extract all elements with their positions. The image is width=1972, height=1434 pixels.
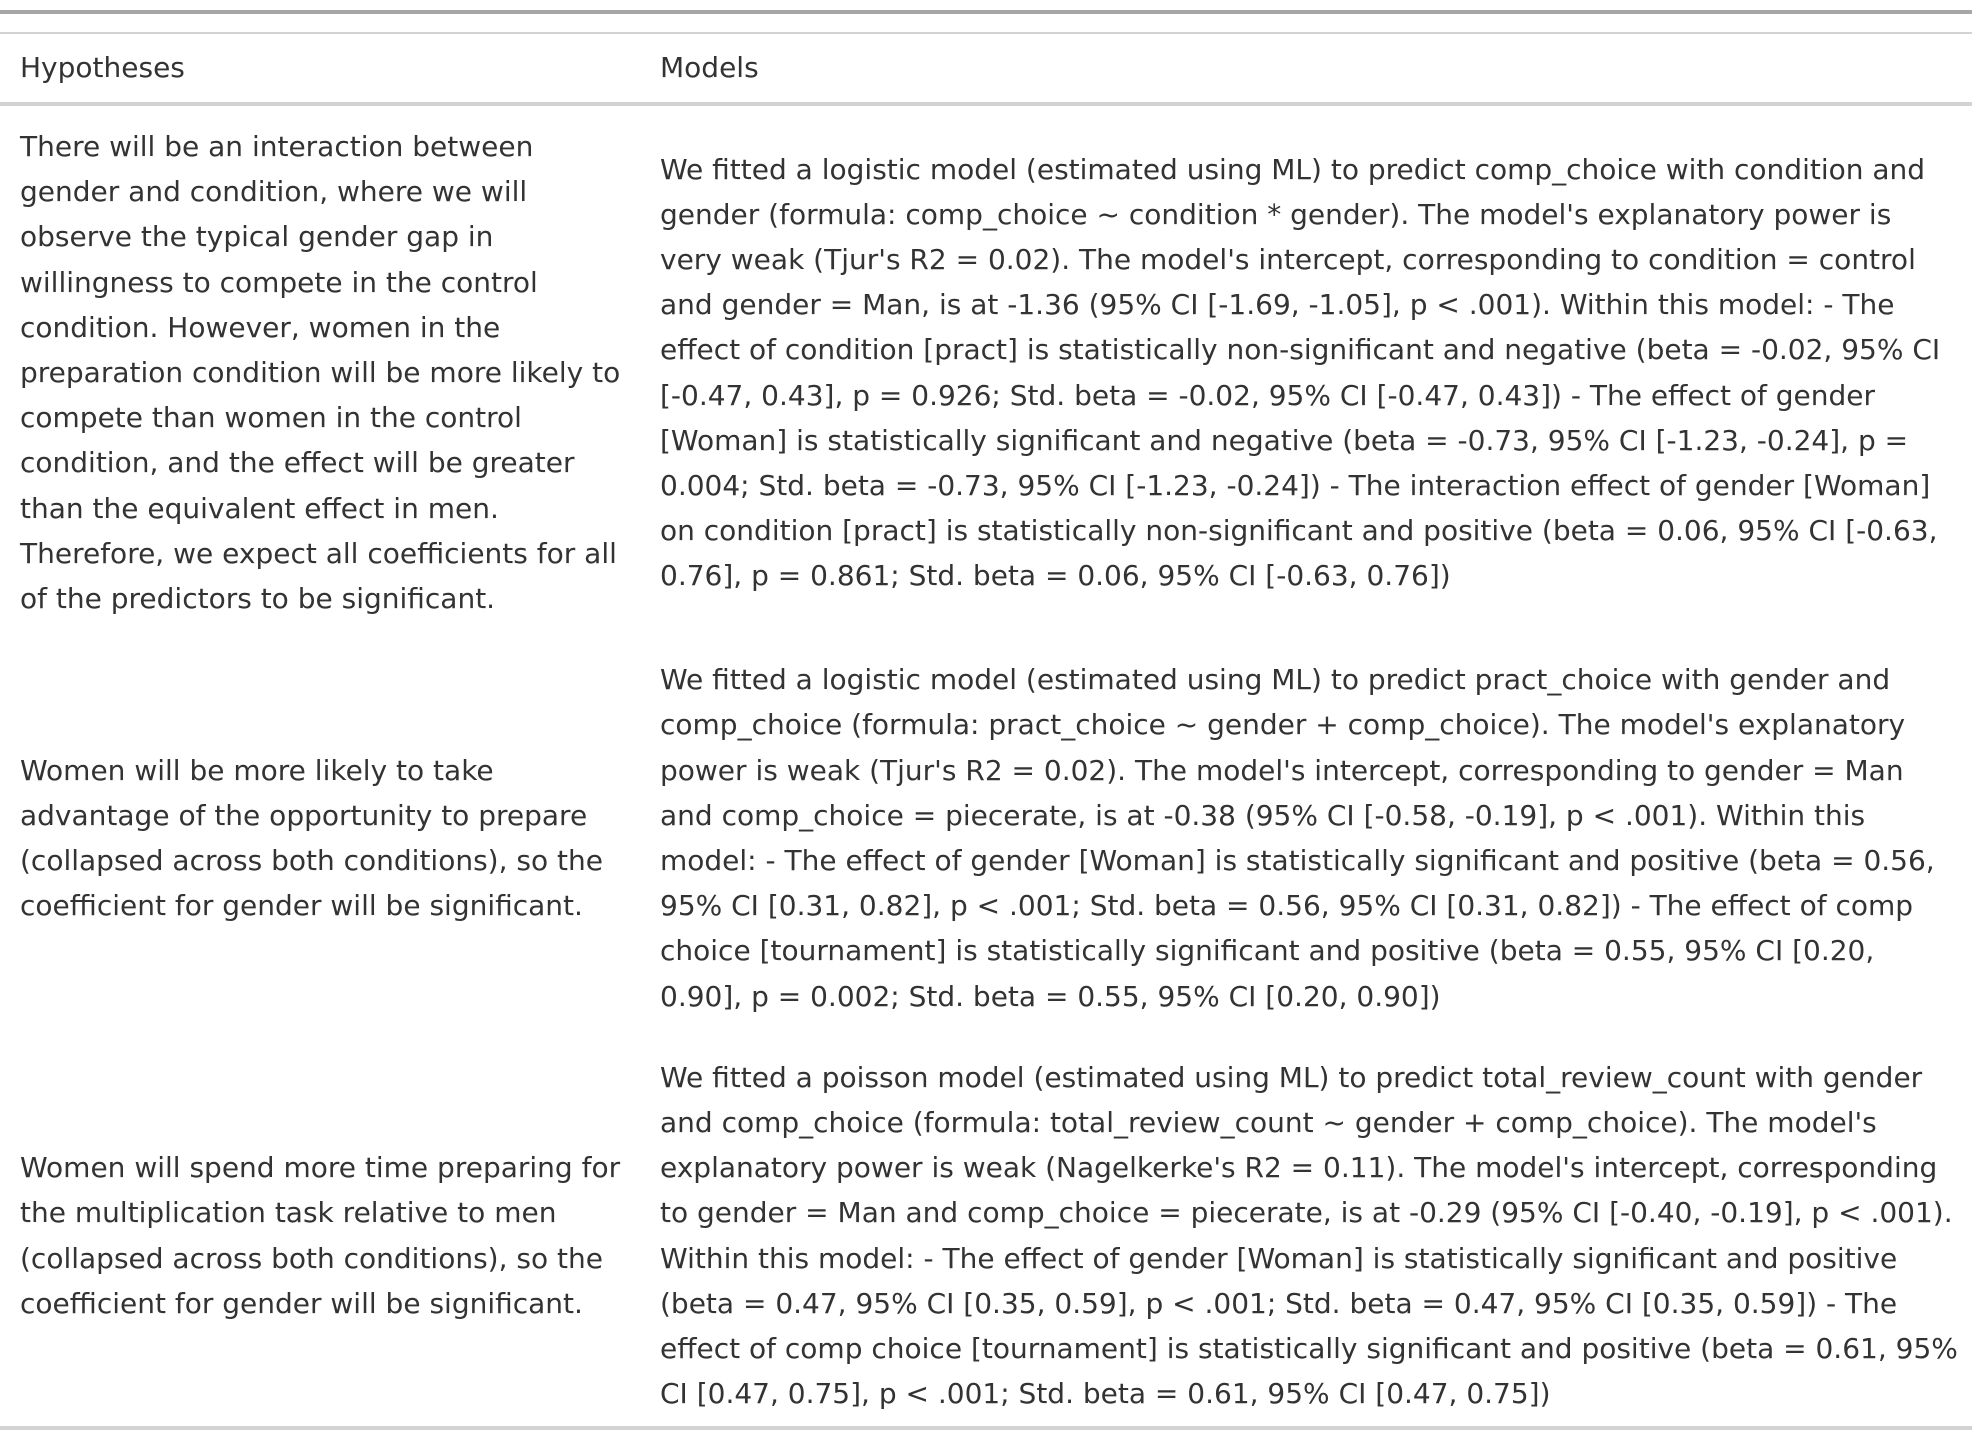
table-row: Women will spend more time preparing for… xyxy=(0,1037,1972,1434)
header-hypotheses: Hypotheses xyxy=(20,51,185,84)
model-cell: We fitted a poisson model (estimated usi… xyxy=(660,1060,1958,1411)
model-cell: We fitted a logistic model (estimated us… xyxy=(660,663,1935,1013)
table-body: There will be an interaction between gen… xyxy=(0,106,1972,1434)
model-cell: We fitted a logistic model (estimated us… xyxy=(660,152,1941,593)
hypothesis-cell: Women will be more likely to take advant… xyxy=(20,753,603,923)
table-row: Women will be more likely to take advant… xyxy=(0,639,1972,1037)
hypothesis-cell: There will be an interaction between gen… xyxy=(20,130,621,616)
table-bottom-rule xyxy=(0,1426,1972,1430)
table-header-row: Hypotheses Models xyxy=(0,34,1972,106)
table-header-rule xyxy=(0,32,1972,34)
table-row: There will be an interaction between gen… xyxy=(0,106,1972,639)
hypothesis-cell: Women will spend more time preparing for… xyxy=(20,1151,621,1320)
header-models: Models xyxy=(660,51,759,84)
table-top-rule xyxy=(0,10,1972,14)
